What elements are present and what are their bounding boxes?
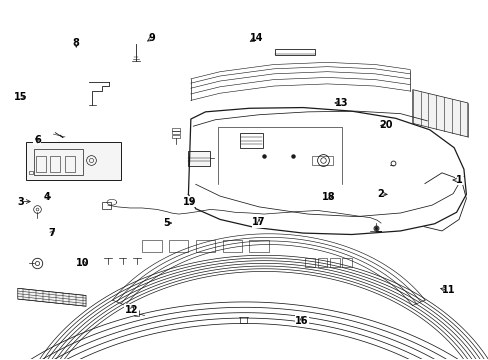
Bar <box>26 142 121 180</box>
Bar <box>36 156 45 172</box>
Text: 13: 13 <box>335 98 348 108</box>
Text: 17: 17 <box>252 217 265 227</box>
Bar <box>142 240 161 252</box>
Bar <box>50 156 60 172</box>
Text: 11: 11 <box>441 285 454 296</box>
Bar <box>172 131 180 134</box>
Text: 1: 1 <box>455 175 462 185</box>
Text: 20: 20 <box>378 121 392 130</box>
Text: 18: 18 <box>321 192 334 202</box>
Text: 16: 16 <box>295 316 308 325</box>
Text: 9: 9 <box>148 33 155 43</box>
Polygon shape <box>412 90 467 137</box>
Text: 5: 5 <box>163 218 169 228</box>
Bar <box>168 240 188 252</box>
Bar <box>317 258 327 267</box>
Bar <box>239 133 263 148</box>
Bar <box>305 258 315 267</box>
Bar <box>222 240 242 252</box>
Bar <box>329 258 339 267</box>
Bar <box>274 49 314 55</box>
Text: 6: 6 <box>34 135 41 145</box>
Bar <box>102 202 111 209</box>
Bar <box>172 135 180 138</box>
Text: 10: 10 <box>76 258 89 268</box>
Bar <box>249 240 268 252</box>
Text: 14: 14 <box>249 33 263 43</box>
Bar <box>65 156 75 172</box>
Text: 7: 7 <box>48 228 55 238</box>
Bar <box>195 240 215 252</box>
Polygon shape <box>18 288 86 306</box>
Bar <box>341 258 351 267</box>
Bar <box>311 156 332 165</box>
Bar <box>29 171 33 174</box>
Bar <box>172 129 180 131</box>
Bar <box>34 149 82 175</box>
Text: 4: 4 <box>43 192 50 202</box>
Text: 19: 19 <box>183 197 196 207</box>
Text: 3: 3 <box>18 197 24 207</box>
Text: 2: 2 <box>377 189 384 199</box>
FancyBboxPatch shape <box>188 151 210 166</box>
Text: 12: 12 <box>124 305 138 315</box>
Text: 8: 8 <box>73 38 80 48</box>
Text: 15: 15 <box>14 92 27 102</box>
